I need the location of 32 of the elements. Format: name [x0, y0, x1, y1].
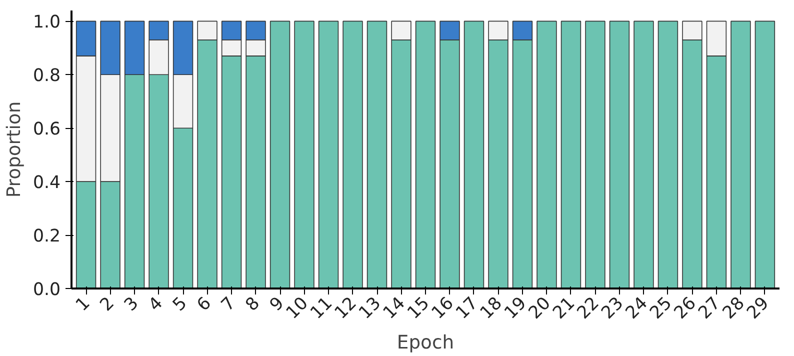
x-tick-label: 2: [96, 293, 118, 316]
bar: [318, 20, 339, 288]
x-axis-title: Epoch: [396, 332, 454, 354]
y-axis-title: Proportion: [4, 101, 25, 198]
y-tick-label: 1.0: [32, 12, 61, 33]
x-tick-label: 6: [193, 293, 216, 316]
bar: [634, 20, 654, 288]
y-tick-label: 0.8: [32, 66, 61, 86]
x-tick-label: 4: [144, 293, 167, 316]
x-tick-label: 1: [72, 293, 94, 316]
bar: [294, 20, 314, 288]
bar: [366, 20, 388, 288]
bar: [609, 20, 630, 288]
bar: [560, 20, 582, 288]
bar: [754, 20, 776, 288]
bar: [464, 20, 484, 288]
x-tick-label: 7: [218, 293, 240, 316]
x-tick-label: 3: [120, 293, 143, 316]
x-tick-label: 8: [242, 293, 264, 316]
y-tick-label: 0.4: [32, 173, 61, 194]
x-tick-label: 29: [743, 293, 774, 324]
bar: [658, 20, 678, 288]
bar: [585, 20, 606, 288]
bar: [415, 20, 436, 288]
bar: [342, 20, 363, 288]
x-tick-label: 5: [169, 293, 192, 316]
y-tick-label: 0.2: [32, 226, 61, 247]
bar: [730, 20, 751, 288]
y-tick-label: 0.6: [32, 120, 61, 140]
bar: [536, 20, 557, 288]
bar: [270, 20, 290, 288]
y-tick-label: 0.0: [32, 280, 61, 300]
